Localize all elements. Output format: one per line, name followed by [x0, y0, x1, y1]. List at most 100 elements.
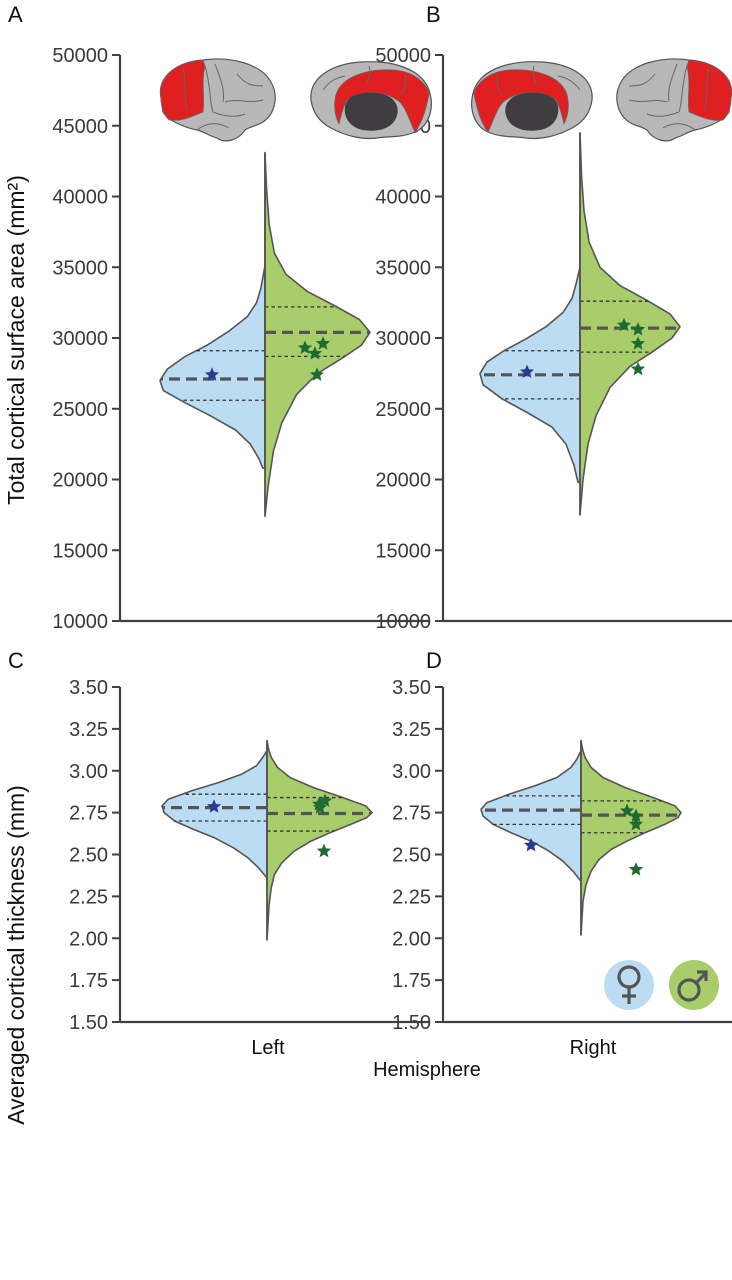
y-tick-label: 2.00	[69, 928, 108, 950]
brain-sulcus	[628, 73, 656, 87]
y-tick-label: 20000	[375, 470, 431, 492]
panel-letter: C	[8, 648, 24, 673]
violin-female	[480, 749, 582, 883]
violin-female	[161, 749, 268, 879]
star-male	[316, 843, 332, 858]
panel-d: D 1.50 1.75 2.00 2.25 2.50 2.75 3.00 3.25 3.50	[392, 648, 732, 1034]
violin-male	[266, 739, 373, 941]
y-tick-label: 30000	[52, 328, 108, 350]
brain-sulcus	[668, 63, 678, 103]
star-female	[204, 367, 220, 381]
brain-sulcus	[532, 65, 537, 85]
brain-lateral-right	[616, 58, 732, 142]
y-tick-label: 40000	[52, 187, 108, 209]
y-tick-label: 35000	[52, 257, 108, 279]
brain-sulcus	[662, 123, 696, 131]
y-tick-label: 2.50	[392, 845, 431, 867]
brain-red-region	[686, 59, 732, 121]
x-axis-label: Hemisphere	[373, 1059, 481, 1081]
star-male	[297, 340, 313, 354]
star-male	[628, 862, 644, 876]
star-female	[523, 837, 539, 852]
y-tick-label: 2.25	[392, 886, 431, 908]
y-tick-label: 2.75	[392, 803, 431, 825]
star-male	[630, 336, 646, 350]
panel-b: B100001500020000250003000035000400004500…	[375, 2, 732, 633]
y-tick-label: 1.75	[392, 970, 431, 992]
brain-sulcus	[236, 73, 264, 87]
brain-inset-left	[159, 58, 432, 142]
y-tick-label: 2.75	[69, 803, 108, 825]
brain-sulcus	[204, 65, 214, 113]
female-symbol-icon	[617, 965, 641, 1004]
y-axis-label-thickness: Averaged cortical thickness (mm)	[3, 785, 29, 1125]
y-tick-label: 3.25	[392, 719, 431, 741]
brain-inset-right	[471, 58, 732, 142]
brain-sulcus	[224, 99, 264, 103]
y-tick-label: 2.50	[69, 845, 108, 867]
star-male	[630, 322, 646, 336]
violin-female	[159, 265, 266, 469]
brain-medial-left	[310, 61, 432, 140]
legend	[604, 960, 719, 1010]
brain-sulcus	[182, 67, 188, 111]
brain-sulcus	[496, 73, 503, 95]
y-tick-label: 25000	[375, 399, 431, 421]
star-male	[315, 336, 331, 350]
y-tick-label: 3.00	[69, 761, 108, 783]
star-male	[628, 808, 644, 822]
y-tick-label: 20000	[52, 470, 108, 492]
panel-letter: B	[426, 2, 441, 27]
y-tick-label: 2.00	[392, 928, 431, 950]
y-tick-label: 45000	[52, 116, 108, 138]
male-symbol-icon	[677, 970, 708, 1002]
star-male	[307, 346, 323, 360]
y-tick-label: 3.00	[392, 761, 431, 783]
panels: A 10000 15000 20000 25000 30000 35000 40000 4500…	[8, 2, 732, 1034]
x-category-left: Left	[251, 1037, 285, 1059]
star-male	[312, 800, 328, 814]
x-category-right: Right	[570, 1037, 617, 1059]
y-tick-label: 15000	[375, 540, 431, 562]
panel-a: A 10000 15000 20000 25000 30000 35000 40000 4500…	[8, 2, 430, 633]
y-tick-label: 3.50	[69, 677, 108, 699]
brain-sulcus	[646, 111, 680, 117]
brain-sulcus	[214, 63, 224, 103]
panel-letter: A	[8, 2, 23, 27]
brain-sulcus	[366, 65, 371, 85]
brain-sulcus	[557, 75, 581, 91]
brain-sulcus	[196, 123, 230, 131]
panel-letter: D	[426, 648, 442, 673]
y-tick-label: 40000	[375, 187, 431, 209]
brain-lateral-left	[159, 58, 276, 142]
y-tick-label: 10000	[52, 611, 108, 633]
y-tick-label: 2.25	[69, 886, 108, 908]
brain-medial-right	[471, 61, 593, 140]
y-tick-label: 15000	[52, 540, 108, 562]
brain-dark-region	[505, 92, 559, 131]
star-male	[309, 367, 325, 381]
violin-male	[580, 739, 682, 936]
y-axis-label-surface-area: Total cortical surface area (mm²)	[3, 175, 29, 505]
star-male	[616, 317, 632, 332]
y-tick-label: 3.25	[69, 719, 108, 741]
brain-sulcus	[322, 75, 346, 91]
y-tick-label: 30000	[375, 328, 431, 350]
y-tick-label: 50000	[52, 45, 108, 67]
y-tick-label: 10000	[375, 611, 431, 633]
brain-sulcus	[704, 67, 710, 111]
star-female	[206, 799, 222, 813]
star-male	[628, 816, 644, 831]
y-tick-label: 1.50	[69, 1012, 108, 1034]
star-female	[519, 364, 535, 378]
star-male	[630, 361, 646, 376]
brain-sulcus	[400, 73, 407, 95]
brain-sulcus	[212, 111, 246, 117]
panel-c: C 1.50 1.75 2.00 2.25 2.50 2.75 3.00 3.25 3.50	[8, 648, 430, 1034]
brain-dark-region	[344, 92, 398, 131]
female-legend-circle	[604, 960, 654, 1010]
violin-male	[264, 151, 371, 518]
male-legend-circle	[669, 960, 719, 1010]
y-tick-label: 35000	[375, 257, 431, 279]
